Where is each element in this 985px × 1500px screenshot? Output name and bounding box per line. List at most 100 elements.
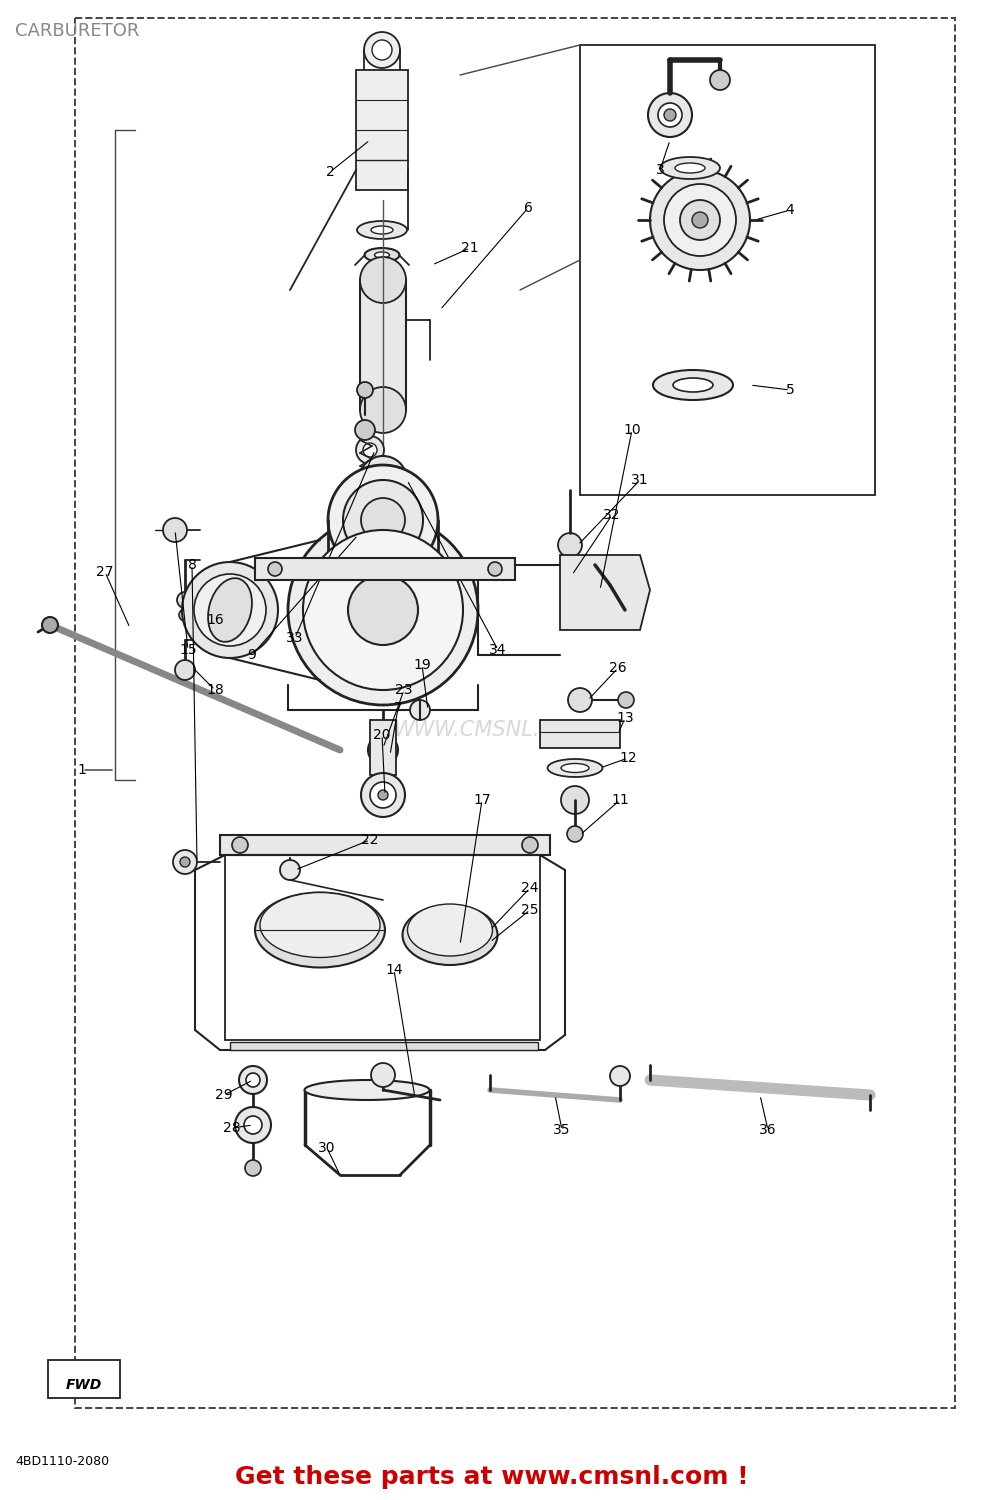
Circle shape	[567, 827, 583, 842]
Circle shape	[175, 660, 195, 680]
Text: 20: 20	[373, 728, 391, 742]
Circle shape	[360, 256, 406, 303]
Text: 1: 1	[78, 764, 87, 777]
Bar	[255, 558, 515, 580]
Ellipse shape	[653, 370, 733, 400]
Text: CARBURETOR: CARBURETOR	[15, 22, 139, 40]
Circle shape	[488, 562, 502, 576]
Text: 4BD1110-2080: 4BD1110-2080	[15, 1455, 109, 1468]
Circle shape	[650, 170, 750, 270]
Text: 27: 27	[97, 566, 113, 579]
Circle shape	[232, 837, 248, 854]
Text: 16: 16	[206, 614, 224, 627]
Circle shape	[363, 442, 377, 458]
Circle shape	[648, 93, 692, 136]
Circle shape	[42, 616, 58, 633]
Text: 11: 11	[611, 794, 628, 807]
Circle shape	[561, 786, 589, 814]
Text: 4: 4	[786, 202, 794, 217]
Ellipse shape	[364, 248, 400, 262]
Bar	[48, 1360, 120, 1398]
Bar	[75, 18, 955, 1408]
Ellipse shape	[260, 892, 380, 957]
Circle shape	[359, 456, 407, 504]
Circle shape	[664, 110, 676, 122]
Text: 36: 36	[759, 1124, 777, 1137]
Circle shape	[360, 387, 406, 433]
Circle shape	[163, 518, 187, 542]
Ellipse shape	[408, 904, 492, 956]
Bar	[540, 720, 620, 748]
Circle shape	[364, 32, 400, 68]
Circle shape	[245, 1160, 261, 1176]
Circle shape	[355, 420, 375, 440]
Circle shape	[680, 200, 720, 240]
Text: 13: 13	[617, 711, 633, 724]
Circle shape	[328, 465, 438, 574]
Circle shape	[371, 468, 395, 492]
Bar	[370, 720, 396, 776]
Ellipse shape	[561, 764, 589, 772]
Circle shape	[558, 532, 582, 556]
Bar	[580, 45, 875, 495]
Circle shape	[348, 574, 418, 645]
Circle shape	[664, 184, 736, 256]
Circle shape	[371, 1064, 395, 1088]
Ellipse shape	[357, 220, 407, 238]
Circle shape	[356, 436, 384, 463]
Text: WWW.CMSNL.COM: WWW.CMSNL.COM	[394, 720, 590, 740]
Circle shape	[618, 692, 634, 708]
Text: 33: 33	[287, 632, 303, 645]
Circle shape	[239, 1066, 267, 1094]
Ellipse shape	[403, 904, 497, 964]
Circle shape	[357, 382, 373, 398]
Text: 10: 10	[624, 423, 641, 436]
Circle shape	[179, 609, 191, 621]
Circle shape	[378, 790, 388, 800]
Text: 9: 9	[247, 648, 256, 662]
Circle shape	[180, 856, 190, 867]
Text: 14: 14	[385, 963, 403, 976]
Circle shape	[343, 480, 423, 560]
Circle shape	[280, 859, 300, 880]
Text: 24: 24	[521, 880, 539, 896]
Text: 8: 8	[187, 558, 196, 572]
Circle shape	[692, 211, 708, 228]
Circle shape	[244, 1116, 262, 1134]
Circle shape	[658, 104, 682, 128]
Text: 19: 19	[413, 658, 430, 672]
Bar	[230, 1042, 538, 1050]
Text: 35: 35	[554, 1124, 570, 1137]
Ellipse shape	[660, 158, 720, 178]
Circle shape	[361, 498, 405, 542]
Text: 18: 18	[206, 682, 224, 698]
Text: 23: 23	[395, 682, 413, 698]
Ellipse shape	[208, 578, 252, 642]
Circle shape	[572, 567, 588, 584]
Text: 26: 26	[609, 662, 626, 675]
Circle shape	[177, 592, 193, 608]
Bar	[220, 836, 550, 855]
Text: 17: 17	[473, 794, 491, 807]
Circle shape	[368, 735, 398, 765]
Text: 30: 30	[318, 1142, 336, 1155]
Ellipse shape	[374, 252, 389, 258]
Text: Get these parts at www.cmsnl.com !: Get these parts at www.cmsnl.com !	[235, 1466, 749, 1490]
Circle shape	[268, 562, 282, 576]
Bar	[356, 70, 408, 190]
Ellipse shape	[548, 759, 603, 777]
Text: 5: 5	[786, 382, 794, 398]
Circle shape	[194, 574, 266, 646]
Circle shape	[568, 688, 592, 712]
Circle shape	[182, 562, 278, 658]
Circle shape	[361, 772, 405, 818]
Text: 29: 29	[215, 1088, 232, 1102]
Text: 6: 6	[524, 201, 533, 214]
Circle shape	[246, 1072, 260, 1088]
Circle shape	[303, 530, 463, 690]
Circle shape	[375, 742, 391, 758]
Text: 7: 7	[394, 700, 403, 715]
Ellipse shape	[673, 378, 713, 392]
Text: 21: 21	[461, 242, 479, 255]
Text: 34: 34	[490, 644, 506, 657]
